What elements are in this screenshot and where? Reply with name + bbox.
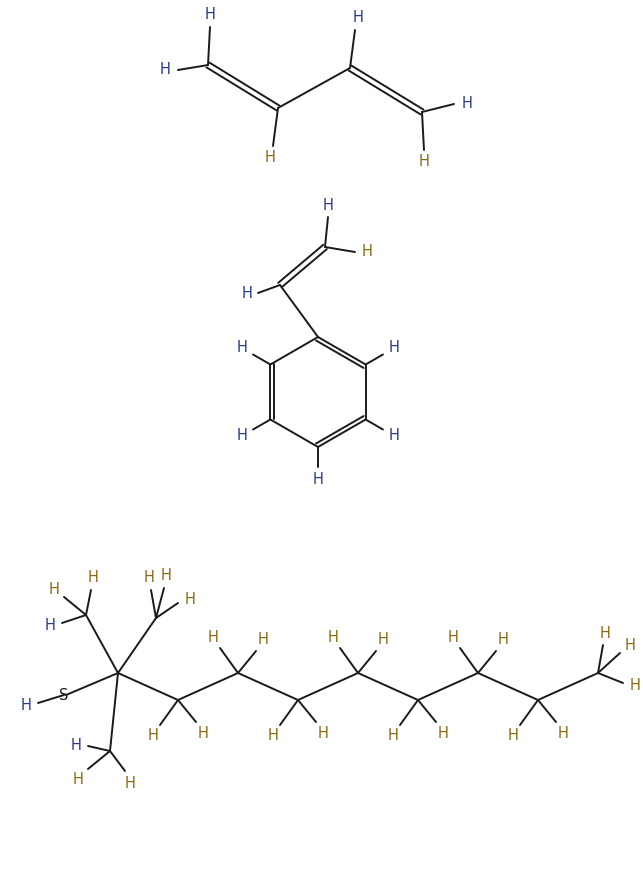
- Text: H: H: [49, 582, 59, 596]
- Text: H: H: [462, 97, 473, 112]
- Text: H: H: [438, 726, 448, 740]
- Text: H: H: [264, 151, 275, 166]
- Text: H: H: [21, 698, 32, 712]
- Text: S: S: [59, 687, 69, 703]
- Text: H: H: [237, 340, 247, 356]
- Text: H: H: [419, 154, 430, 169]
- Text: H: H: [147, 728, 158, 744]
- Text: H: H: [448, 630, 458, 644]
- Text: H: H: [208, 630, 219, 644]
- Text: H: H: [125, 775, 136, 791]
- Text: H: H: [185, 592, 195, 608]
- Text: H: H: [87, 570, 98, 585]
- Text: H: H: [197, 726, 208, 740]
- Text: H: H: [161, 569, 172, 583]
- Text: H: H: [73, 772, 84, 787]
- Text: H: H: [159, 63, 170, 78]
- Text: H: H: [361, 244, 372, 260]
- Text: H: H: [377, 632, 388, 648]
- Text: H: H: [237, 428, 247, 444]
- Text: H: H: [204, 8, 215, 23]
- Text: H: H: [352, 10, 363, 25]
- Text: H: H: [312, 473, 323, 487]
- Text: H: H: [327, 630, 338, 644]
- Text: H: H: [389, 428, 400, 444]
- Text: H: H: [507, 728, 518, 744]
- Text: H: H: [267, 728, 278, 744]
- Text: H: H: [629, 678, 640, 692]
- Text: H: H: [557, 726, 568, 740]
- Text: H: H: [388, 728, 399, 744]
- Text: H: H: [143, 570, 154, 585]
- Text: H: H: [624, 637, 635, 652]
- Text: H: H: [389, 340, 400, 356]
- Text: H: H: [71, 739, 82, 753]
- Text: H: H: [318, 726, 329, 740]
- Text: H: H: [242, 285, 253, 301]
- Text: H: H: [498, 632, 509, 648]
- Text: H: H: [258, 632, 268, 648]
- Text: H: H: [599, 625, 610, 641]
- Text: H: H: [44, 617, 55, 632]
- Text: H: H: [323, 197, 334, 213]
